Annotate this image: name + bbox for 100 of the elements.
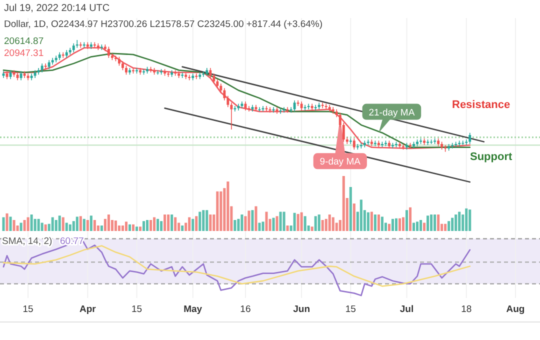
bar: [114, 220, 117, 231]
candlestick: [282, 106, 286, 114]
candlestick: [79, 42, 82, 48]
bar: [360, 200, 362, 231]
bar: [40, 222, 44, 231]
x-tick-label: 18: [461, 304, 472, 315]
bar: [454, 214, 458, 231]
bar: [76, 216, 78, 231]
bar: [398, 218, 402, 231]
bar: [2, 217, 5, 231]
bar: [321, 220, 324, 231]
bar: [458, 212, 461, 231]
bar: [142, 221, 146, 231]
bar: [206, 210, 208, 231]
bar: [420, 220, 422, 231]
candlestick: [296, 100, 300, 106]
annotation: 20614.87: [4, 36, 44, 47]
bar: [296, 214, 300, 231]
candlestick: [458, 140, 461, 147]
bar: [138, 226, 142, 231]
bar: [276, 216, 278, 231]
candlestick: [223, 88, 226, 101]
x-tick-label: Apr: [79, 304, 96, 315]
bar: [342, 176, 345, 231]
bar: [30, 214, 33, 231]
bar: [9, 216, 12, 231]
bar: [318, 214, 320, 231]
candlestick: [307, 103, 310, 110]
bar: [254, 206, 258, 231]
bar: [366, 212, 370, 231]
x-tick-label: 15: [345, 304, 356, 315]
bar: [86, 220, 89, 231]
bar: [195, 216, 198, 231]
bar: [423, 222, 426, 231]
bar: [160, 221, 163, 231]
bar: [90, 216, 92, 231]
annotation: 20947.31: [4, 48, 44, 59]
bar: [279, 212, 282, 231]
bar: [402, 217, 405, 231]
bar: [164, 214, 166, 231]
bar: [248, 210, 250, 231]
bar: [132, 224, 135, 231]
bar: [12, 220, 16, 231]
bar: [374, 214, 376, 231]
candlestick: [192, 73, 194, 81]
bar: [153, 217, 156, 231]
bar: [324, 218, 328, 231]
x-tick-label: 16: [240, 304, 251, 315]
bar: [79, 216, 82, 231]
x-tick-label: May: [184, 304, 203, 315]
candlestick: [318, 102, 320, 110]
bar: [451, 218, 454, 231]
bar: [156, 218, 160, 231]
candlestick: [202, 70, 205, 78]
bar: [6, 213, 8, 231]
annotation: 21-day MA: [368, 107, 416, 118]
bar: [265, 212, 268, 231]
bar: [226, 182, 230, 231]
candlestick: [352, 138, 356, 150]
bar: [328, 214, 331, 231]
bar: [262, 222, 264, 231]
bar: [135, 226, 138, 231]
candlestick: [26, 73, 30, 81]
candlestick: [12, 70, 16, 78]
candlestick: [321, 102, 324, 109]
bar: [146, 220, 149, 231]
bar: [104, 218, 106, 231]
bar: [100, 226, 103, 231]
bar: [352, 204, 356, 231]
bar: [240, 214, 244, 231]
candlestick: [209, 68, 212, 78]
bar: [468, 210, 472, 231]
bar: [300, 212, 303, 231]
bar: [405, 210, 408, 231]
bar: [391, 218, 394, 231]
bar: [349, 187, 352, 231]
candlestick: [30, 73, 33, 81]
bar: [216, 191, 219, 231]
bar: [124, 222, 128, 231]
bar: [37, 218, 40, 231]
bar: [181, 226, 184, 231]
annotation: Resistance: [452, 99, 510, 111]
x-tick-label: Aug: [506, 304, 525, 315]
bar: [167, 214, 170, 231]
candlestick: [293, 100, 296, 112]
bar: [26, 217, 30, 231]
bar: [465, 208, 468, 231]
bar: [128, 224, 132, 231]
bar: [209, 214, 212, 231]
candlestick: [76, 40, 78, 48]
bar: [170, 214, 174, 231]
bar: [107, 214, 110, 231]
bar: [51, 217, 54, 231]
bar: [121, 226, 124, 231]
bar: [332, 217, 334, 231]
bar: [304, 216, 306, 231]
bar: [437, 214, 440, 231]
annotation: SMA, 14, 2): [2, 236, 52, 247]
candlestick: [310, 103, 314, 111]
bar: [258, 222, 261, 231]
